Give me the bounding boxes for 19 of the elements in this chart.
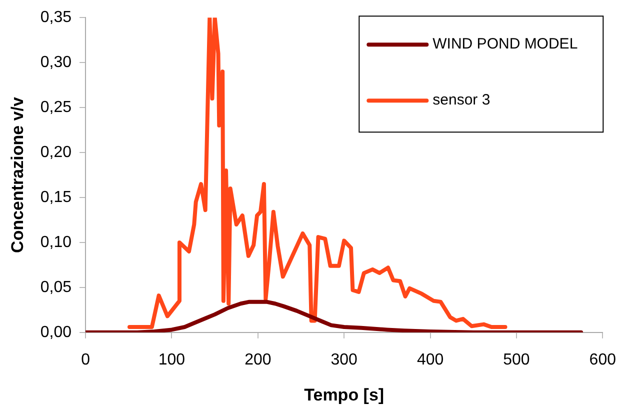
legend-label: sensor 3 (432, 92, 490, 109)
y-tick-label: 0,35 (40, 9, 72, 26)
y-tick-label: 0,25 (40, 98, 72, 116)
x-tick-label: 0 (81, 351, 90, 368)
x-tick-label: 500 (503, 351, 530, 368)
x-tick-label: 200 (244, 351, 272, 368)
y-axis-title: Concentrazione v/v (8, 96, 27, 253)
x-tick-label: 300 (330, 351, 358, 368)
y-tick-label: 0,30 (40, 54, 72, 71)
y-tick-label: 0,20 (40, 144, 72, 161)
x-tick-label: 600 (589, 351, 616, 368)
legend-label: WIND POND MODEL (432, 36, 578, 53)
x-tick-label: 400 (416, 351, 444, 368)
y-tick-label: 0,00 (40, 324, 72, 341)
x-tick-label: 100 (158, 351, 186, 368)
y-tick-label: 0,05 (40, 278, 72, 296)
x-axis-title: Tempo [s] (304, 385, 384, 404)
y-tick-label: 0,10 (40, 234, 72, 251)
y-tick-label: 0,15 (40, 188, 72, 206)
